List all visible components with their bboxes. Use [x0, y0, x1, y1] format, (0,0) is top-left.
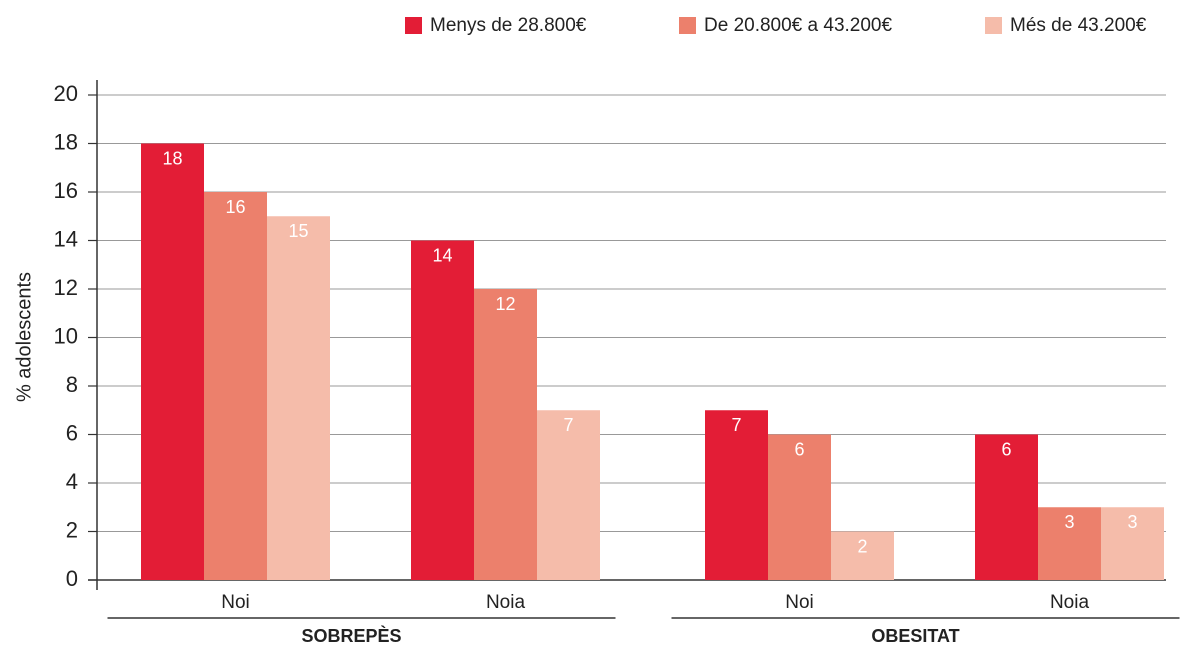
bar: [768, 434, 831, 580]
legend-swatch: [405, 17, 422, 34]
bar: [537, 410, 600, 580]
y-tick-label: 18: [54, 129, 78, 154]
y-tick-label: 0: [66, 566, 78, 591]
y-tick-label: 6: [66, 420, 78, 445]
y-tick-label: 2: [66, 517, 78, 542]
bar: [705, 410, 768, 580]
value-label: 3: [1127, 512, 1137, 532]
legend-label: Més de 43.200€: [1010, 15, 1147, 36]
value-label: 15: [288, 221, 308, 241]
bar: [474, 289, 537, 580]
value-label: 3: [1064, 512, 1074, 532]
bar: [411, 240, 474, 580]
y-tick-label: 10: [54, 323, 78, 348]
value-label: 6: [1001, 439, 1011, 459]
value-label: 16: [225, 197, 245, 217]
y-tick-label: 14: [54, 226, 78, 251]
x-tick-label: Noia: [486, 592, 526, 613]
legend-label: De 20.800€ a 43.200€: [704, 15, 892, 36]
legend-swatch: [679, 17, 696, 34]
y-tick-label: 20: [54, 81, 78, 106]
bar: [831, 531, 894, 580]
value-label: 7: [731, 415, 741, 435]
x-tick-label: Noi: [785, 592, 814, 613]
legend-swatch: [985, 17, 1002, 34]
bar: [1101, 507, 1164, 580]
y-axis-label: % adolescents: [13, 272, 35, 402]
value-label: 7: [563, 415, 573, 435]
value-label: 2: [857, 536, 867, 556]
bar: [1038, 507, 1101, 580]
bar: [141, 143, 204, 580]
y-tick-label: 8: [66, 372, 78, 397]
group-label: SOBREPÈS: [301, 625, 401, 646]
group-label: OBESITAT: [871, 626, 959, 646]
value-label: 14: [432, 245, 452, 265]
x-tick-label: Noi: [221, 592, 250, 613]
bar: [204, 192, 267, 580]
bar: [975, 434, 1038, 580]
legend-label: Menys de 28.800€: [430, 15, 587, 36]
value-label: 18: [162, 148, 182, 168]
y-tick-label: 4: [66, 469, 78, 494]
value-label: 6: [794, 439, 804, 459]
y-tick-label: 16: [54, 178, 78, 203]
bar: [267, 216, 330, 580]
y-tick-label: 12: [54, 275, 78, 300]
x-tick-label: Noia: [1050, 592, 1090, 613]
value-label: 12: [495, 294, 515, 314]
